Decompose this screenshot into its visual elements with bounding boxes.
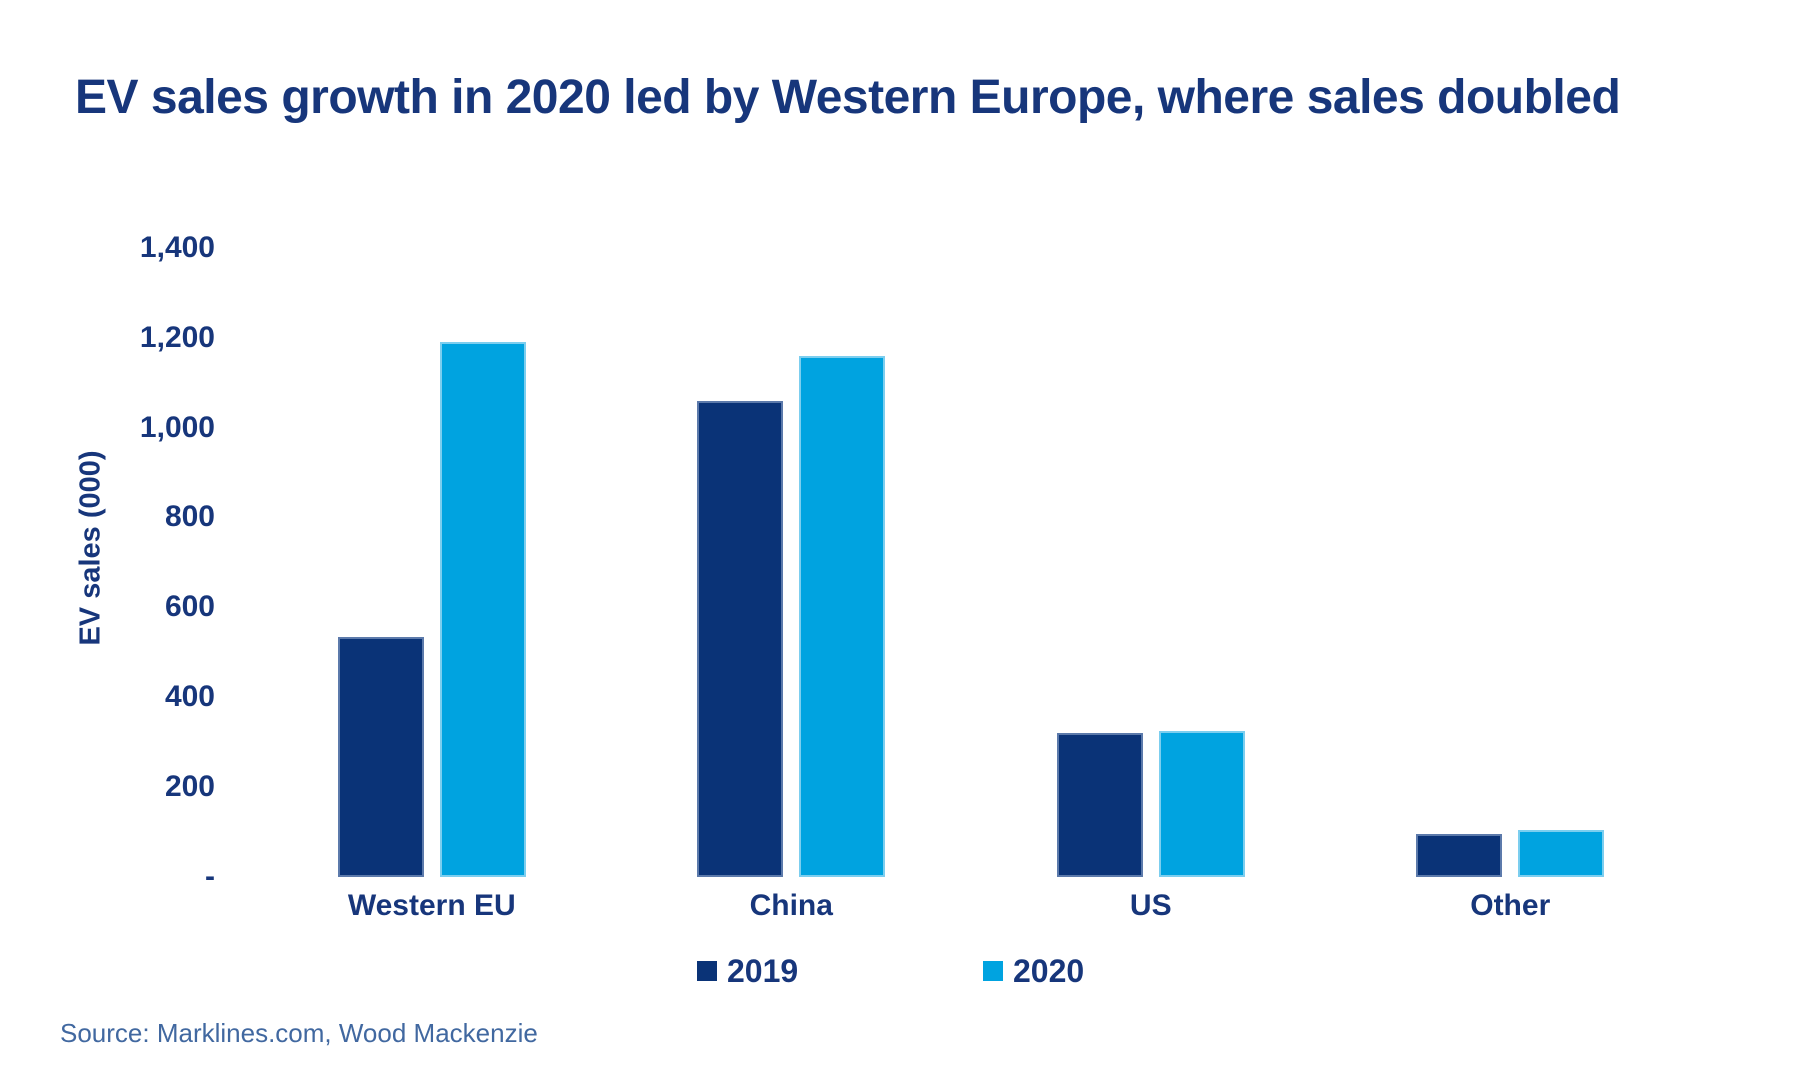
x-category-label-china: China — [749, 889, 833, 922]
y-tick-label: 1,200 — [139, 320, 215, 354]
bar-us-2019 — [1056, 733, 1143, 877]
y-tick-label: 1,400 — [139, 230, 215, 264]
y-tick-label: - — [205, 860, 215, 893]
legend-swatch-icon — [983, 961, 1003, 981]
bar-other-2020 — [1518, 829, 1605, 877]
legend-item-2020: 2020 — [983, 953, 1084, 989]
legend-item-2019: 2019 — [697, 953, 798, 989]
legend-swatch-icon — [697, 961, 717, 981]
legend-label: 2019 — [727, 953, 799, 989]
y-tick-label: 800 — [164, 500, 215, 534]
bar-western-eu-2020 — [439, 342, 526, 877]
y-axis-title: EV sales (000) — [74, 450, 107, 646]
y-tick-label: 600 — [164, 590, 215, 624]
bar-china-2019 — [697, 400, 784, 877]
source-note: Source: Marklines.com, Wood Mackenzie — [60, 1018, 538, 1048]
bar-western-eu-2019 — [337, 636, 424, 877]
x-category-label-us: US — [1129, 889, 1172, 922]
x-category-label-western-eu: Western EU — [347, 889, 516, 922]
chart-title: EV sales growth in 2020 led by Western E… — [75, 71, 1621, 124]
y-tick-label: 400 — [164, 680, 215, 714]
y-tick-label: 1,000 — [139, 410, 215, 444]
bar-other-2019 — [1416, 834, 1503, 877]
bar-china-2020 — [799, 355, 886, 877]
legend-label: 2020 — [1013, 953, 1085, 989]
bar-us-2020 — [1158, 730, 1245, 877]
x-category-label-other: Other — [1470, 889, 1551, 922]
y-tick-label: 200 — [164, 770, 215, 804]
